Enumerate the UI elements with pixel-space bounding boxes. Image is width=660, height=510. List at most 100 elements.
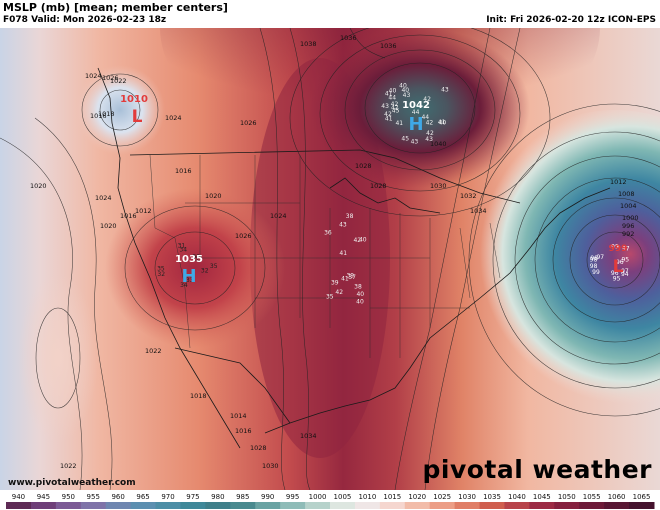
isobar-label: 1032 bbox=[460, 192, 477, 200]
isobar-label: 1030 bbox=[262, 462, 279, 470]
isobar-label: 1026 bbox=[102, 74, 119, 82]
colorbar-tick-label: 965 bbox=[136, 493, 149, 501]
us-mexico-border bbox=[174, 347, 291, 424]
isobar-labels: 1036103610381040102410221026101810161020… bbox=[30, 34, 639, 470]
member-center-label: 41 bbox=[341, 276, 349, 283]
member-center-label: 97 bbox=[621, 268, 629, 275]
member-center-label: 41 bbox=[385, 91, 393, 98]
isobar-label: 1028 bbox=[355, 162, 372, 170]
colorbar-tick-label: 1010 bbox=[358, 493, 376, 501]
high-center-west-symbol: H bbox=[181, 266, 196, 287]
isobar-label: 1028 bbox=[370, 182, 387, 190]
colorbar-tick-label: 995 bbox=[286, 493, 299, 501]
colorbar-swatch bbox=[629, 502, 655, 509]
colorbar-swatch bbox=[305, 502, 331, 509]
colorbar-tick-label: 945 bbox=[37, 493, 50, 501]
isobar-label: 1024 bbox=[85, 72, 102, 80]
member-center-label: 43 bbox=[339, 222, 347, 229]
colorbar-swatch bbox=[80, 502, 107, 509]
member-center-label: 38 bbox=[354, 283, 362, 290]
member-center-label: 98 bbox=[590, 263, 598, 270]
isobar-label: 1016 bbox=[175, 167, 192, 175]
isobar-label: 1026 bbox=[240, 119, 257, 127]
member-center-label: 33 bbox=[194, 255, 202, 262]
colorbar-swatch bbox=[155, 502, 181, 509]
colorbar-swatch bbox=[454, 502, 481, 509]
colorbar-swatch bbox=[55, 502, 82, 509]
isobar-label: 1026 bbox=[235, 232, 252, 240]
isobar-label: 1012 bbox=[610, 178, 627, 186]
colorbar-tick-label: 1005 bbox=[334, 493, 352, 501]
colorbar-swatch bbox=[504, 502, 530, 509]
member-center-label: 42 bbox=[353, 237, 361, 244]
colorbar-swatch bbox=[230, 502, 256, 509]
low-center-east-symbol: L bbox=[613, 257, 624, 277]
colorbar-tick-label: 1030 bbox=[458, 493, 476, 501]
valid-time: F078 Valid: Mon 2026-02-23 18z bbox=[3, 15, 167, 25]
high-center-east-value: 1042 bbox=[402, 100, 430, 111]
state-borders bbox=[149, 154, 501, 358]
colorbar-swatches bbox=[6, 502, 655, 509]
isobar-label: 1016 bbox=[90, 112, 107, 120]
member-center-label: 41 bbox=[438, 119, 446, 126]
high-center-west: 1035 H bbox=[175, 254, 203, 287]
gulf-atlantic-coastline bbox=[264, 187, 611, 434]
isobar-label: 1024 bbox=[165, 114, 182, 122]
isobar-label: 992 bbox=[622, 230, 634, 238]
low-center-east: 999 L bbox=[609, 244, 628, 277]
map-title: MSLP (mb) [mean; member centers] bbox=[3, 1, 228, 14]
colorbar-tick-label: 1025 bbox=[433, 493, 451, 501]
isobar-label: 1034 bbox=[300, 432, 317, 440]
isobar-label: 1022 bbox=[145, 347, 162, 355]
member-center-label: 33 bbox=[192, 253, 200, 260]
member-center-label: 96 bbox=[611, 270, 619, 277]
colorbar-tick-label: 1015 bbox=[383, 493, 401, 501]
colorbar-ticks: 940 945 950 955 960 965 970 975 980 985 990 995 1000… bbox=[12, 493, 651, 501]
low-center-pnw: 1010 L bbox=[120, 94, 148, 127]
member-center-label: 36 bbox=[324, 230, 332, 237]
high-center-west-value: 1035 bbox=[175, 254, 203, 265]
member-center-label: 99 bbox=[592, 269, 600, 276]
isobar-label: 1028 bbox=[250, 444, 267, 452]
colorbar-swatch bbox=[354, 502, 381, 509]
colorbar-swatch bbox=[604, 502, 630, 509]
colorbar-swatch bbox=[6, 502, 32, 509]
colorbar-tick-label: 980 bbox=[211, 493, 224, 501]
member-center-label: 35 bbox=[210, 263, 218, 270]
member-center-label: 42 bbox=[391, 101, 399, 108]
member-center-label: 96 bbox=[616, 259, 624, 266]
colorbar-swatch bbox=[404, 502, 431, 509]
member-center-label: 45 bbox=[401, 136, 409, 143]
isobar-label: 1018 bbox=[190, 392, 207, 400]
low-center-pnw-value: 1010 bbox=[120, 94, 148, 105]
great-lakes bbox=[329, 177, 441, 214]
colorbar: 940 945 950 955 960 965 970 975 980 985 990 995 1000… bbox=[0, 490, 660, 510]
low-center-east-value: 999 bbox=[609, 244, 628, 254]
colorbar-tick-label: 1035 bbox=[483, 493, 501, 501]
colorbar-swatch bbox=[205, 502, 231, 509]
colorbar-swatch bbox=[280, 502, 306, 509]
member-center-label: 43 bbox=[381, 103, 389, 110]
colorbar-swatch bbox=[130, 502, 157, 509]
isobar-label: 1016 bbox=[120, 212, 137, 220]
member-center-label: 34 bbox=[179, 247, 187, 254]
east-low-field bbox=[465, 110, 660, 410]
member-center-label: 35 bbox=[326, 293, 334, 300]
colorbar-swatch bbox=[554, 502, 580, 509]
colorbar-swatch bbox=[30, 502, 57, 509]
member-center-label: 43 bbox=[403, 92, 411, 99]
isobar-label: 1020 bbox=[205, 192, 222, 200]
isobar-label: 1034 bbox=[470, 207, 487, 215]
isobar-label: 1012 bbox=[135, 207, 152, 215]
high-center-east-symbol: H bbox=[408, 114, 423, 135]
member-center-label: 41 bbox=[339, 250, 347, 257]
colorbar-tick-label: 1000 bbox=[309, 493, 327, 501]
member-center-label: 42 bbox=[426, 119, 434, 126]
member-center-label: 44 bbox=[388, 94, 396, 101]
isobar-label: 1004 bbox=[620, 202, 637, 210]
colorbar-swatch bbox=[105, 502, 132, 509]
